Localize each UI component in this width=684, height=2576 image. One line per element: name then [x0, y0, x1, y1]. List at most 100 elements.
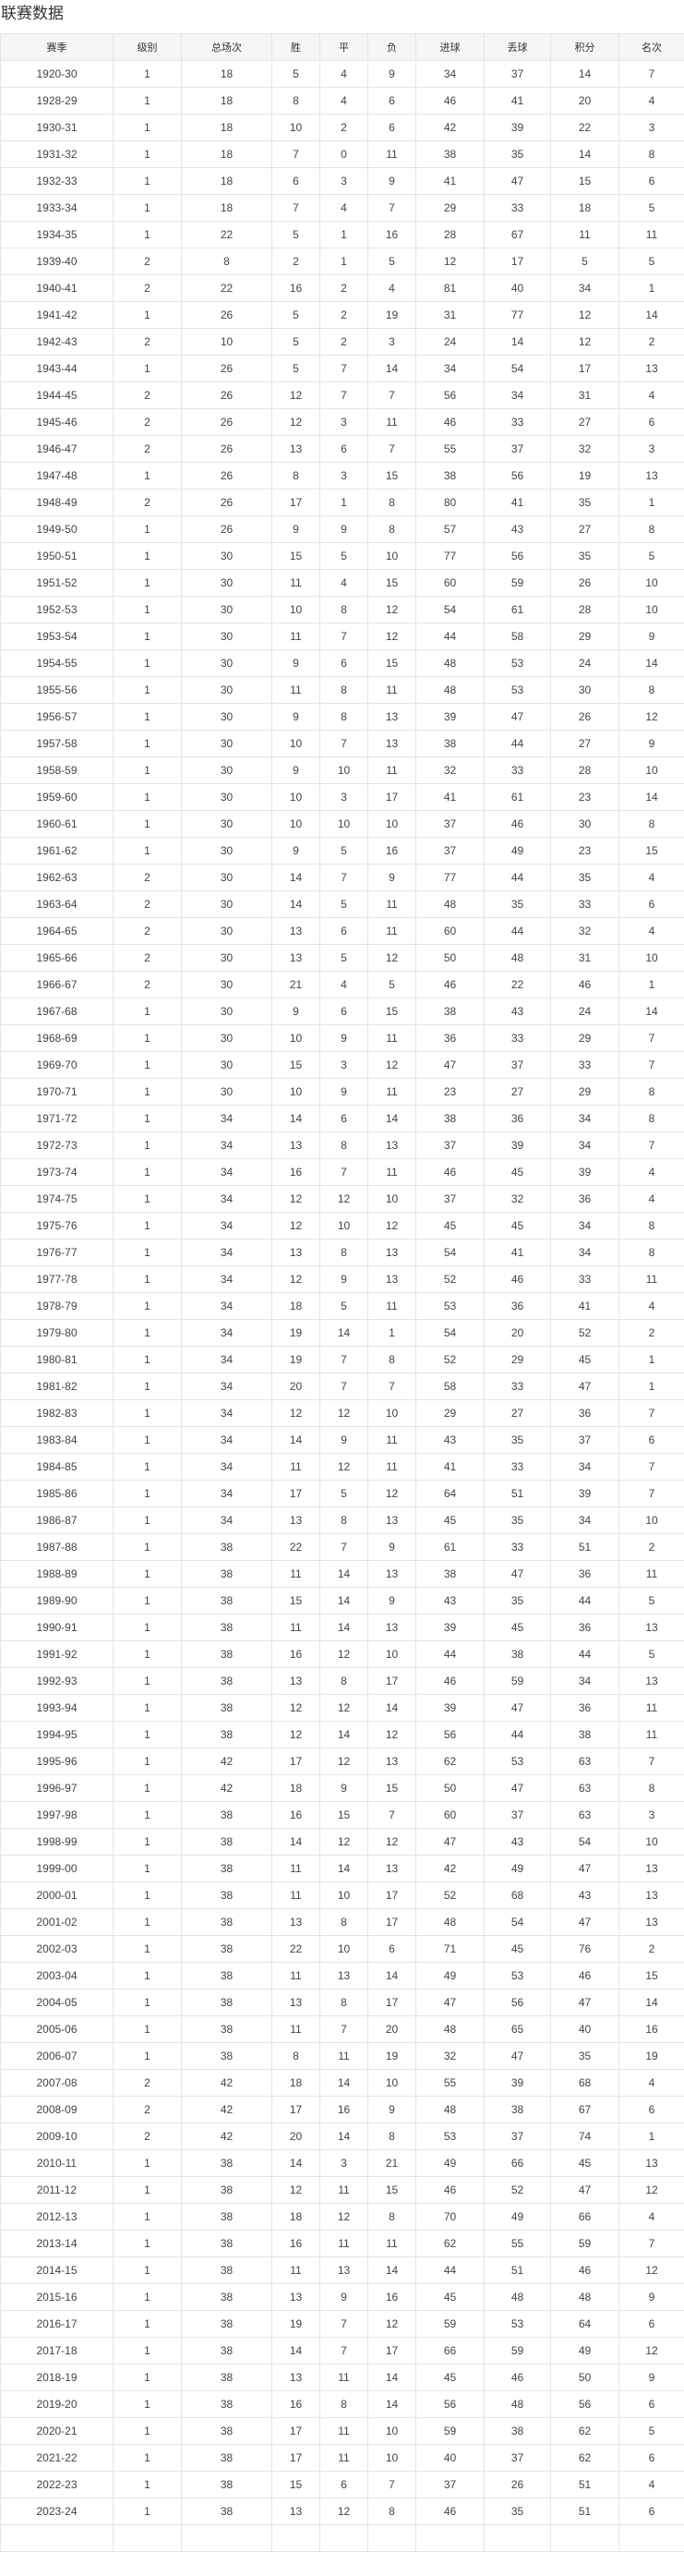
cell-draws: 3 [319, 2149, 368, 2177]
cell-wins: 13 [271, 2497, 320, 2525]
cell-rank: 5 [618, 2417, 684, 2445]
cell-goals-against: 66 [484, 2149, 551, 2177]
cell-wins: 17 [271, 1480, 320, 1507]
cell-rank: 13 [618, 1881, 684, 1909]
cell-matches: 26 [181, 462, 272, 490]
cell-goals-for: 60 [415, 569, 485, 597]
cell-wins: 16 [271, 2230, 320, 2257]
cell-level: 1 [113, 703, 182, 731]
cell-season: 2008-09 [0, 2096, 114, 2123]
cell-matches: 30 [181, 890, 272, 918]
cell-goals-for: 45 [415, 2364, 485, 2391]
cell-wins: 9 [271, 998, 320, 1025]
cell-rank: 7 [618, 1051, 684, 1079]
cell-season: 1951-52 [0, 569, 114, 597]
cell-points: 34 [550, 1506, 619, 1534]
cell-losses: 16 [367, 2283, 416, 2311]
cell-season: 1988-89 [0, 1560, 114, 1588]
cell-draws: 3 [319, 462, 368, 490]
cell-matches: 38 [181, 2283, 272, 2311]
cell-points: 18 [550, 194, 619, 222]
cell-goals-for: 50 [415, 944, 485, 972]
cell-goals-for: 77 [415, 864, 485, 891]
cell-points: 19 [550, 462, 619, 490]
cell-wins: 11 [271, 569, 320, 597]
cell-draws: 3 [319, 408, 368, 436]
cell-goals-against: 48 [484, 2390, 551, 2418]
cell-draws: 10 [319, 810, 368, 838]
cell-level: 2 [113, 864, 182, 891]
cell-level: 1 [113, 221, 182, 248]
cell-wins: 12 [271, 408, 320, 436]
cell-level: 1 [113, 1506, 182, 1534]
cell-goals-against: 27 [484, 1078, 551, 1106]
cell-wins: 7 [271, 140, 320, 168]
cell-draws: 5 [319, 1292, 368, 1320]
cell-matches: 30 [181, 783, 272, 811]
cell-losses: 10 [367, 1640, 416, 1668]
cell-draws: 7 [319, 1373, 368, 1400]
cell-level: 1 [113, 515, 182, 543]
cell-losses: 12 [367, 1721, 416, 1748]
cell-level: 1 [113, 1694, 182, 1722]
cell-goals-against: 44 [484, 730, 551, 757]
cell-losses: 11 [367, 1024, 416, 1052]
cell-goals-against: 37 [484, 2444, 551, 2472]
table-row: 1943-44 1 26 5 7 14 34 54 17 13 [0, 355, 684, 382]
cell-rank: 6 [618, 2390, 684, 2418]
cell-season: 2018-19 [0, 2364, 114, 2391]
cell-goals-against: 35 [484, 1506, 551, 1534]
cell-rank: 8 [618, 1212, 684, 1240]
cell-wins: 5 [271, 301, 320, 329]
cell-wins: 10 [271, 1078, 320, 1106]
empty-cell [113, 2524, 182, 2552]
cell-goals-against: 48 [484, 944, 551, 972]
cell-wins: 18 [271, 1774, 320, 1802]
cell-level: 2 [113, 2069, 182, 2097]
cell-matches: 30 [181, 649, 272, 677]
cell-level: 2 [113, 890, 182, 918]
cell-level: 1 [113, 1721, 182, 1748]
cell-points: 62 [550, 2417, 619, 2445]
cell-wins: 14 [271, 864, 320, 891]
cell-matches: 30 [181, 837, 272, 865]
cell-draws: 11 [319, 2042, 368, 2070]
cell-rank: 7 [618, 60, 684, 88]
cell-rank: 4 [618, 1185, 684, 1213]
table-row: 2014-15 1 38 11 13 14 44 51 46 12 [0, 2256, 684, 2284]
cell-wins: 10 [271, 114, 320, 141]
cell-losses: 9 [367, 1587, 416, 1615]
cell-goals-for: 41 [415, 783, 485, 811]
cell-matches: 18 [181, 87, 272, 115]
cell-rank: 6 [618, 2497, 684, 2525]
cell-goals-against: 51 [484, 2256, 551, 2284]
table-row: 1956-57 1 30 9 8 13 39 47 26 12 [0, 703, 684, 731]
table-row: 1945-46 2 26 12 3 11 46 33 27 6 [0, 408, 684, 436]
cell-draws: 5 [319, 542, 368, 570]
cell-goals-for: 48 [415, 1908, 485, 1936]
cell-losses: 13 [367, 1855, 416, 1882]
cell-level: 1 [113, 1212, 182, 1240]
cell-losses: 9 [367, 864, 416, 891]
cell-draws: 9 [319, 1024, 368, 1052]
cell-goals-for: 49 [415, 1962, 485, 1989]
cell-draws: 10 [319, 1881, 368, 1909]
cell-wins: 13 [271, 1131, 320, 1159]
cell-level: 1 [113, 1105, 182, 1132]
cell-goals-against: 32 [484, 1185, 551, 1213]
cell-rank: 7 [618, 2230, 684, 2257]
cell-goals-for: 34 [415, 60, 485, 88]
table-row: 1970-71 1 30 10 9 11 23 27 29 8 [0, 1078, 684, 1106]
cell-goals-for: 52 [415, 1265, 485, 1293]
cell-goals-for: 44 [415, 2256, 485, 2284]
cell-rank: 8 [618, 810, 684, 838]
cell-goals-against: 45 [484, 1935, 551, 1963]
cell-goals-for: 42 [415, 1855, 485, 1882]
cell-goals-for: 56 [415, 1721, 485, 1748]
cell-matches: 22 [181, 221, 272, 248]
cell-matches: 38 [181, 1694, 272, 1722]
cell-rank: 6 [618, 2444, 684, 2472]
cell-goals-for: 37 [415, 810, 485, 838]
cell-goals-against: 56 [484, 462, 551, 490]
cell-rank: 9 [618, 2364, 684, 2391]
